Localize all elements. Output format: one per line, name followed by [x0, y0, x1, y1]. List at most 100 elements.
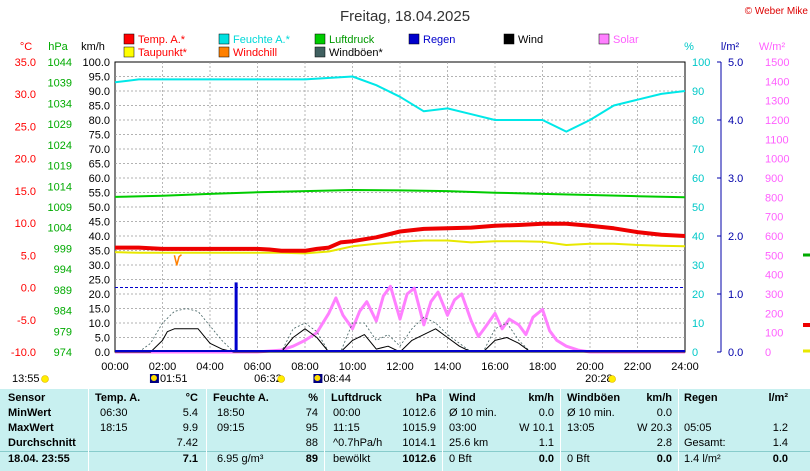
- sun-icon: [277, 375, 285, 383]
- solar-tick-label: 1100: [765, 134, 789, 146]
- time-tick-label: 14:00: [434, 361, 462, 373]
- wind-tick-label: 5.0: [95, 333, 110, 345]
- table-row: Durchschnitt 7.42 88 ^0.7hPa/h 1014.1 25.6 km…: [0, 436, 810, 451]
- solar-tick-label: 1300: [765, 96, 789, 108]
- humidity-tick-label: 10: [692, 318, 704, 330]
- legend-swatch-rain: [408, 33, 420, 45]
- series-line-taupunkt: [114, 239, 686, 255]
- table-cell: Ø 10 min.: [567, 407, 615, 419]
- temp-tick-label: 5.0: [21, 250, 36, 262]
- series-line-solar: [115, 284, 685, 354]
- table-cell: 1.2: [772, 422, 788, 434]
- header-humidity-unit: %: [308, 392, 318, 404]
- wind-tick-label: 75.0: [89, 130, 110, 142]
- table-cell: 1012.6: [402, 453, 436, 465]
- table-cell: 03:00: [449, 422, 477, 434]
- time-tick-label: 00:00: [101, 361, 129, 373]
- table-cell: 1.1: [538, 437, 554, 449]
- pressure-tick-label: 1024: [48, 140, 72, 152]
- header-humidity: Feuchte A.: [213, 392, 269, 404]
- pressure-tick-label: 979: [54, 326, 72, 338]
- wind-tick-label: 70.0: [89, 144, 110, 156]
- header-gust-unit: km/h: [646, 392, 672, 404]
- pressure-tick-label: 1009: [48, 202, 72, 214]
- series-line-windböen: [115, 308, 685, 353]
- table-cell: 1015.9: [402, 422, 436, 434]
- table-cell: Ø 10 min.: [449, 407, 497, 419]
- pressure-tick-label: 1019: [48, 161, 72, 173]
- solar-tick-label: 700: [765, 212, 783, 224]
- time-tick-label: 18:00: [529, 361, 557, 373]
- table-cell: bewölkt: [333, 453, 371, 465]
- table-cell: 0.0: [772, 453, 788, 465]
- series-line-luftdruck: [114, 189, 686, 199]
- wind-tick-label: 60.0: [89, 173, 110, 185]
- axis-unit-wind: km/h: [81, 41, 105, 53]
- header-wind-unit: km/h: [528, 392, 554, 404]
- time-tick-label: 08:00: [291, 361, 319, 373]
- table-cell: 0.0: [656, 453, 672, 465]
- wind-tick-label: 50.0: [89, 202, 110, 214]
- pressure-tick-label: 1004: [48, 223, 72, 235]
- table-cell: 25.6 km: [449, 437, 489, 449]
- temp-tick-label: -10.0: [11, 347, 36, 359]
- legend-swatch-wind: [503, 33, 515, 45]
- table-cell: 1014.1: [402, 437, 436, 449]
- table-cell: Gesamt:: [684, 437, 726, 449]
- pressure-tick-label: 974: [54, 347, 72, 359]
- humidity-tick-label: 0: [692, 347, 698, 359]
- time-tick-label: 12:00: [386, 361, 414, 373]
- wind-tick-label: 55.0: [89, 188, 110, 200]
- table-cell: 1.4 l/m²: [684, 453, 721, 465]
- wind-tick-label: 90.0: [89, 86, 110, 98]
- solar-tick-label: 200: [765, 308, 783, 320]
- table-cell: 18:15: [100, 422, 128, 434]
- pressure-tick-label: 989: [54, 285, 72, 297]
- solar-tick-label: 100: [765, 328, 783, 340]
- axis-unit-hum: %: [684, 41, 694, 53]
- rain-bar: [234, 282, 238, 352]
- pressure-tick-label: 999: [54, 243, 72, 255]
- table-cell: 89: [305, 453, 318, 465]
- legend-swatch-chill: [218, 46, 230, 58]
- table-cell: 9.9: [182, 422, 198, 434]
- statistics-table: Sensor Temp. A. °C Feuchte A. % Luftdruc…: [0, 389, 810, 471]
- table-cell: 5.4: [182, 407, 198, 419]
- table-cell: 18:50: [217, 407, 245, 419]
- legend-label-solar: Solar: [613, 34, 639, 46]
- wind-tick-label: 0.0: [95, 347, 110, 359]
- time-tick-label: 22:00: [624, 361, 652, 373]
- time-tick-label: 02:00: [149, 361, 177, 373]
- table-cell: 1012.6: [402, 407, 436, 419]
- wind-tick-label: 45.0: [89, 217, 110, 229]
- time-tick-label: 04:00: [196, 361, 224, 373]
- table-cell: 0 Bft: [567, 453, 590, 465]
- rain-tick-label: 5.0: [728, 57, 743, 69]
- table-cell: 05:05: [684, 422, 712, 434]
- rain-tick-label: 0.0: [728, 347, 743, 359]
- axis-unit-temp: °C: [20, 41, 32, 53]
- time-tick-label: 24:00: [671, 361, 699, 373]
- legend-label-temp: Temp. A.*: [138, 34, 186, 46]
- humidity-tick-label: 50: [692, 202, 704, 214]
- time-tick-label: 06:00: [244, 361, 272, 373]
- pressure-tick-label: 994: [54, 264, 72, 276]
- humidity-tick-label: 30: [692, 260, 704, 272]
- temp-tick-label: 25.0: [15, 121, 36, 133]
- moonset-label: 01:51: [160, 373, 188, 385]
- legend-swatch-hum: [218, 33, 230, 45]
- brand-label: © Weber Mike: [745, 6, 809, 17]
- solar-tick-label: 1000: [765, 154, 789, 166]
- table-cell: 0 Bft: [449, 453, 472, 465]
- axis-unit-press: hPa: [48, 41, 68, 53]
- solar-tick-label: 900: [765, 173, 783, 185]
- wind-tick-label: 40.0: [89, 231, 110, 243]
- legend-swatch-temp: [123, 33, 135, 45]
- wind-tick-label: 65.0: [89, 159, 110, 171]
- humidity-tick-label: 70: [692, 144, 704, 156]
- temp-tick-label: 15.0: [15, 186, 36, 198]
- header-gust: Windböen: [567, 392, 621, 404]
- table-cell: 88: [305, 437, 318, 449]
- table-cell: MinWert: [8, 407, 52, 419]
- table-row: MaxWert 18:15 9.9 09:15 95 11:15 1015.9 03:00 W …: [0, 421, 810, 436]
